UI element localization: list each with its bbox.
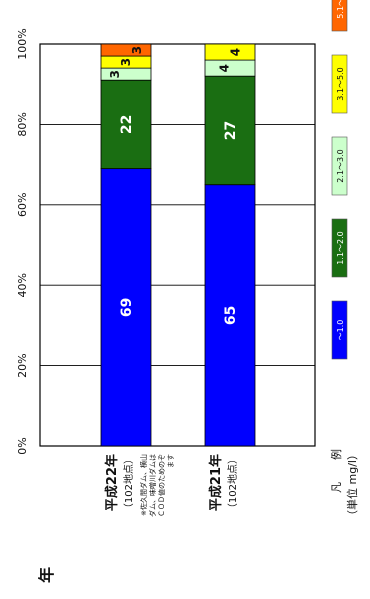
chart-title: 年 xyxy=(37,567,56,583)
legend-label: 2.1～3.0 xyxy=(336,149,345,182)
legend-swatch xyxy=(331,0,348,32)
category-note: ます xyxy=(167,454,175,468)
legend-unit: （単位 mg/l） xyxy=(345,449,359,521)
data-label: 3 xyxy=(108,70,122,78)
category-note: ダム、味噌川ダムは xyxy=(148,454,157,517)
category-note: ＣＯＤ値のためのぞ xyxy=(157,454,166,517)
data-label: 69 xyxy=(119,298,135,317)
category-labels: 平成22年 （102地点） ※佐久間ダム、横山 ダム、味噌川ダムは ＣＯＤ値のためのぞま… xyxy=(104,454,239,517)
data-label: 4 xyxy=(218,64,232,72)
data-label: 4 xyxy=(229,48,243,56)
tick-label: 20% xyxy=(16,353,29,377)
tick-label: 80% xyxy=(16,112,29,136)
bars xyxy=(100,43,256,447)
legend: 凡 例（単位 mg/l） ～1.0 1.1～2.0 2.1～3.0 3.1～5.0 5.1… xyxy=(329,0,359,521)
legend-swatch xyxy=(331,54,348,114)
legend-label: 1.1～2.0 xyxy=(336,231,345,264)
grid-lines xyxy=(40,43,315,447)
tick-labels: 0% 20% 40% 60% 80% 100% xyxy=(16,28,29,454)
data-labels: 69 22 3 3 3 65 27 4 4 xyxy=(108,46,243,325)
category-subtitle: （102地点） xyxy=(122,454,135,513)
tick-label: 100% xyxy=(16,28,29,59)
legend-swatch xyxy=(331,136,348,196)
bar-segment xyxy=(100,43,152,57)
legend-label: 5.1～8.0 xyxy=(336,0,345,19)
data-label: 27 xyxy=(223,121,239,140)
category-label: 平成22年 xyxy=(104,454,120,511)
legend-swatch xyxy=(331,218,348,278)
legend-label: 3.1～5.0 xyxy=(336,67,345,100)
data-label: 65 xyxy=(223,306,239,325)
data-label: 3 xyxy=(119,58,133,66)
tick-label: 40% xyxy=(16,273,29,297)
legend-swatch xyxy=(331,300,348,360)
data-label: 22 xyxy=(119,115,135,134)
category-note: ※佐久間ダム、横山 xyxy=(139,454,148,516)
bar-segment xyxy=(204,43,256,61)
legend-label: ～1.0 xyxy=(336,320,345,341)
category-subtitle: （102地点） xyxy=(226,454,239,513)
plot-area xyxy=(39,43,316,447)
category-label: 平成21年 xyxy=(208,454,224,511)
legend-title: 凡 例 xyxy=(329,449,343,493)
data-label: 3 xyxy=(130,46,144,54)
tick-label: 0% xyxy=(16,437,29,454)
tick-label: 60% xyxy=(16,193,29,217)
